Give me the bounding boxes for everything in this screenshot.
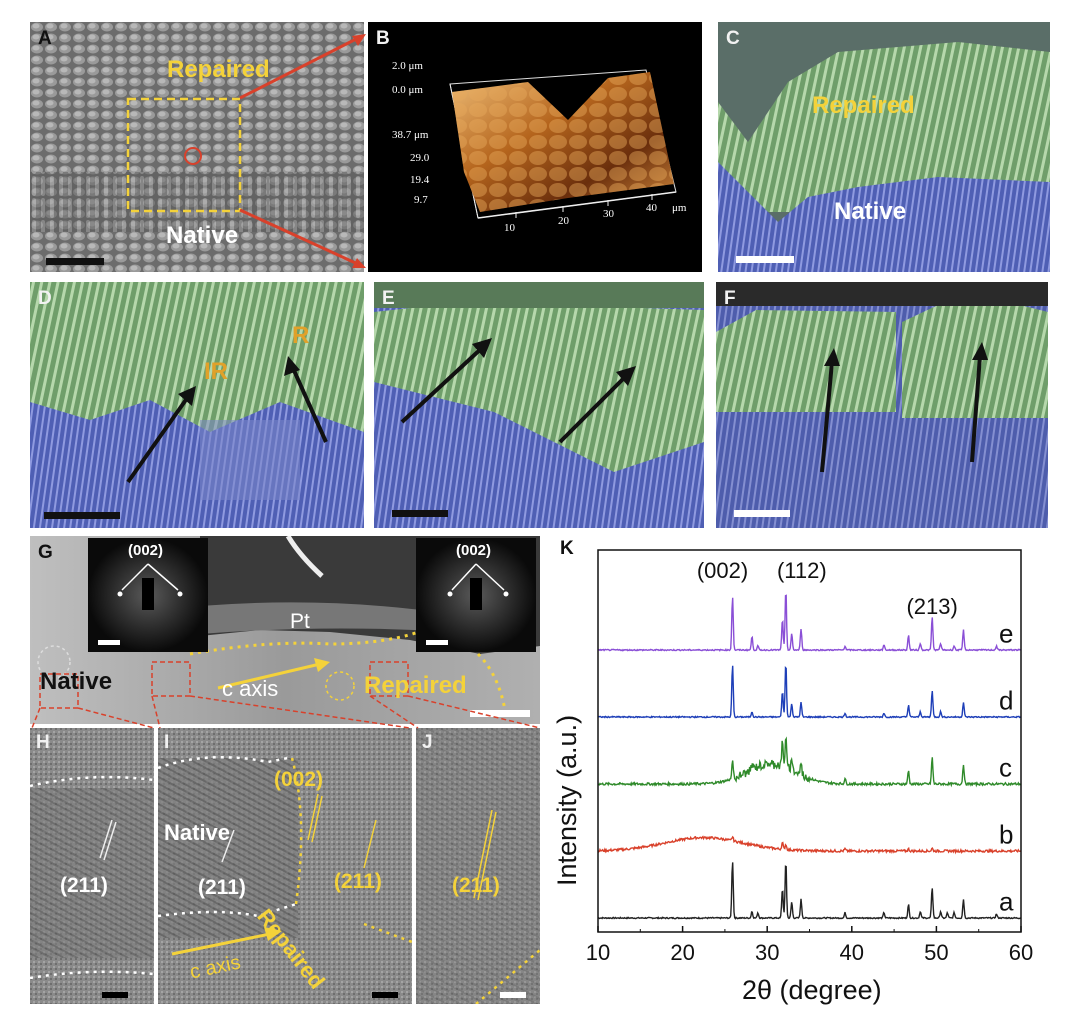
panel-f-sem-image xyxy=(716,282,1048,528)
xrd-peak-label: (213) xyxy=(906,594,957,619)
panel-e: E xyxy=(374,282,704,528)
panel-b-y-label-1: 38.7 μm xyxy=(392,129,429,141)
panel-g-pt-text: Pt xyxy=(290,610,310,633)
panel-c-repaired-text: Repaired xyxy=(812,92,915,119)
panel-g-tem-image xyxy=(30,536,540,724)
xrd-series-label-e: e xyxy=(999,619,1013,649)
panel-b-z-label-bottom: 0.0 μm xyxy=(392,84,423,96)
panel-d-ir-text: IR xyxy=(204,358,228,385)
xrd-series-line-d xyxy=(597,665,1022,719)
panel-b-y-label-3: 19.4 xyxy=(410,174,430,186)
panel-e-label: E xyxy=(382,288,395,309)
panel-c-native-text: Native xyxy=(834,198,907,225)
panel-b-x-label-20: 20 xyxy=(558,215,569,227)
xrd-series-line-c xyxy=(597,736,1022,788)
panel-g-repaired-text: Repaired xyxy=(364,672,467,699)
xrd-x-tick-label: 40 xyxy=(840,940,864,965)
panel-i-label: I xyxy=(164,732,170,753)
panel-d-scale-bar xyxy=(44,512,120,519)
panel-b-y-label-2: 29.0 xyxy=(410,152,430,164)
panel-j-hrtem-image xyxy=(416,728,540,1004)
panel-b: B 2.0 μm 0.0 μm 38.7 μm 29.0 19.4 9.7 10… xyxy=(368,22,702,272)
panel-b-x-label-40: 40 xyxy=(646,202,657,214)
panel-g-saed-left-text: (002) xyxy=(128,542,164,559)
panel-b-label: B xyxy=(376,28,390,49)
panel-j-label: J xyxy=(422,732,433,753)
panel-d-label: D xyxy=(38,288,52,309)
xrd-x-axis-label: 2θ (degree) xyxy=(742,975,882,1005)
panel-h-label: H xyxy=(36,732,50,753)
xrd-peak-label: (112) xyxy=(777,558,827,583)
panel-k-label: K xyxy=(560,538,574,559)
panel-b-y-label-4: 9.7 xyxy=(414,194,428,206)
panel-j: J (211) xyxy=(416,728,540,1004)
panel-g-saed-right-text: (002) xyxy=(456,542,492,559)
panel-b-x-label-30: 30 xyxy=(603,208,614,220)
panel-d: D IR R xyxy=(30,282,364,528)
panel-b-x-label-unit: μm xyxy=(672,202,687,214)
panel-a-native-text: Native xyxy=(166,222,239,249)
panel-e-sem-image xyxy=(374,282,704,528)
xrd-x-tick-label: 10 xyxy=(586,940,610,965)
panel-g-c-axis-text: c axis xyxy=(222,676,279,701)
panel-g-label: G xyxy=(38,542,53,563)
panel-c-sem-image xyxy=(718,22,1050,272)
panel-i-plane-002-text: (002) xyxy=(274,768,324,791)
zoom-arrow-top xyxy=(239,34,363,100)
xrd-series-label-b: b xyxy=(999,820,1013,850)
panel-e-scale-bar xyxy=(392,510,448,517)
xrd-labels: a b c d e (002) (112) (213) xyxy=(697,558,1014,917)
xrd-series-group xyxy=(597,594,1022,920)
panel-b-afm-image xyxy=(449,69,677,219)
panel-c-scale-bar xyxy=(736,256,794,263)
panel-f: F xyxy=(716,282,1048,528)
panel-b-z-label-top: 2.0 μm xyxy=(392,60,423,72)
xrd-x-tick-label: 60 xyxy=(1009,940,1033,965)
xrd-x-tick-label: 50 xyxy=(924,940,948,965)
panel-j-plane-text: (211) xyxy=(452,874,500,897)
panel-h: H (211) xyxy=(30,728,154,1004)
xrd-x-tick-label: 30 xyxy=(755,940,779,965)
xrd-x-tick-label: 20 xyxy=(670,940,694,965)
panel-i-hrtem-image xyxy=(158,728,412,1004)
xrd-peak-label: (002) xyxy=(697,558,748,583)
xrd-series-label-d: d xyxy=(999,686,1013,716)
panel-i-native-text: Native xyxy=(164,820,231,845)
xrd-chart: 10 20 30 40 50 60 a b c d e (002) (112) (213) xyxy=(586,549,1033,965)
panel-h-hrtem-image xyxy=(30,728,154,1004)
panel-g: G (002) (002) Pt Native c axis Repaired xyxy=(30,536,540,724)
panel-h-plane-text: (211) xyxy=(60,874,108,897)
xrd-series-line-a xyxy=(597,862,1022,920)
panel-a-scale-bar xyxy=(46,258,104,265)
xrd-series-line-e xyxy=(597,594,1022,652)
panel-i-plane-211-left-text: (211) xyxy=(198,876,246,899)
xrd-series-label-c: c xyxy=(999,753,1012,783)
panel-g-native-text: Native xyxy=(40,668,113,695)
xrd-series-label-a: a xyxy=(999,887,1014,917)
panel-i-plane-211-right-text: (211) xyxy=(334,870,382,893)
panel-b-x-label-10: 10 xyxy=(504,222,515,234)
panel-d-sem-image xyxy=(30,282,364,528)
panel-f-scale-bar xyxy=(734,510,790,517)
panel-i: I Native (002) (211) (211) Repaired c ax… xyxy=(158,728,412,1004)
panel-f-label: F xyxy=(724,288,736,309)
panel-a-repaired-text: Repaired xyxy=(167,56,270,83)
panel-c-label: C xyxy=(726,28,740,49)
xrd-series-line-b xyxy=(597,835,1022,855)
panel-d-r-text: R xyxy=(292,322,310,349)
zoom-arrow-bottom xyxy=(239,208,363,268)
xrd-y-axis-label: Intensity (a.u.) xyxy=(552,714,582,886)
panel-a-label: A xyxy=(38,28,52,49)
panel-c: C Repaired Native xyxy=(718,22,1050,272)
xrd-axes: 10 20 30 40 50 60 xyxy=(586,549,1033,965)
